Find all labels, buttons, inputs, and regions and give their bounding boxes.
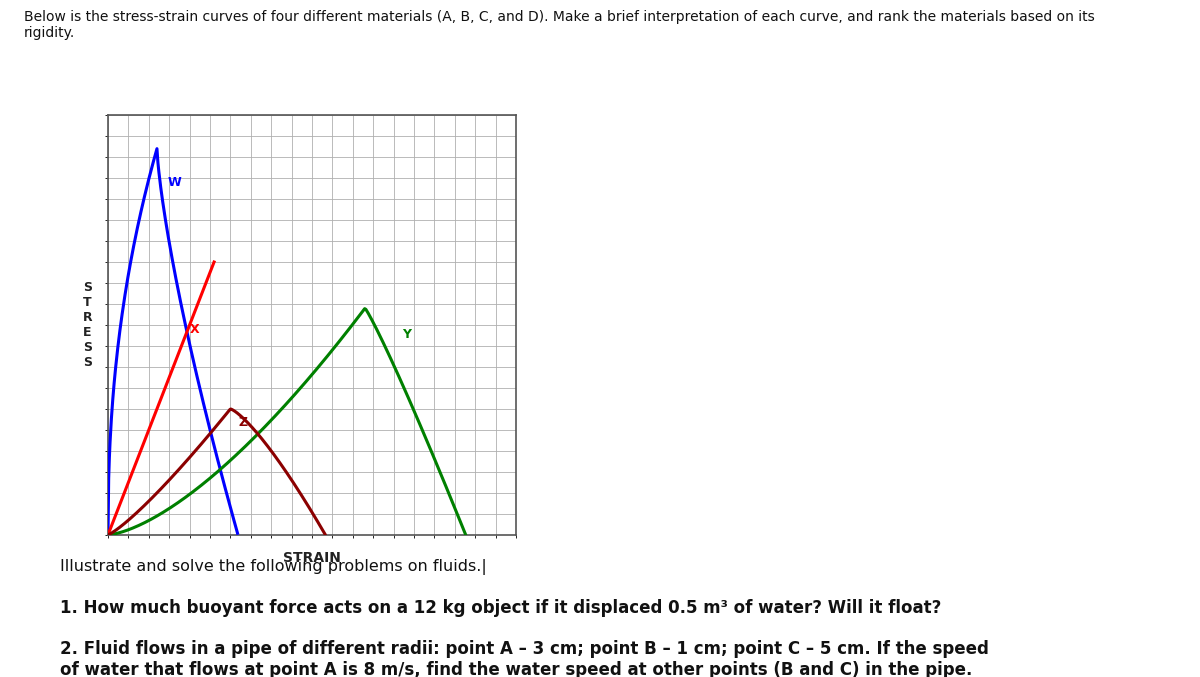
Text: Z: Z — [239, 416, 247, 429]
Text: Y: Y — [402, 328, 410, 341]
Text: X: X — [190, 324, 199, 336]
Text: 2. Fluid flows in a pipe of different radii: point A – 3 cm; point B – 1 cm; poi: 2. Fluid flows in a pipe of different ra… — [60, 640, 989, 677]
Text: Illustrate and solve the following problems on fluids.|: Illustrate and solve the following probl… — [60, 559, 487, 575]
Y-axis label: S
T
R
E
S
S: S T R E S S — [83, 281, 92, 369]
X-axis label: STRAIN: STRAIN — [283, 550, 341, 565]
Text: Below is the stress-strain curves of four different materials (A, B, C, and D). : Below is the stress-strain curves of fou… — [24, 10, 1094, 41]
Text: 1. How much buoyant force acts on a 12 kg object if it displaced 0.5 m³ of water: 1. How much buoyant force acts on a 12 k… — [60, 599, 941, 617]
Text: W: W — [167, 177, 181, 190]
